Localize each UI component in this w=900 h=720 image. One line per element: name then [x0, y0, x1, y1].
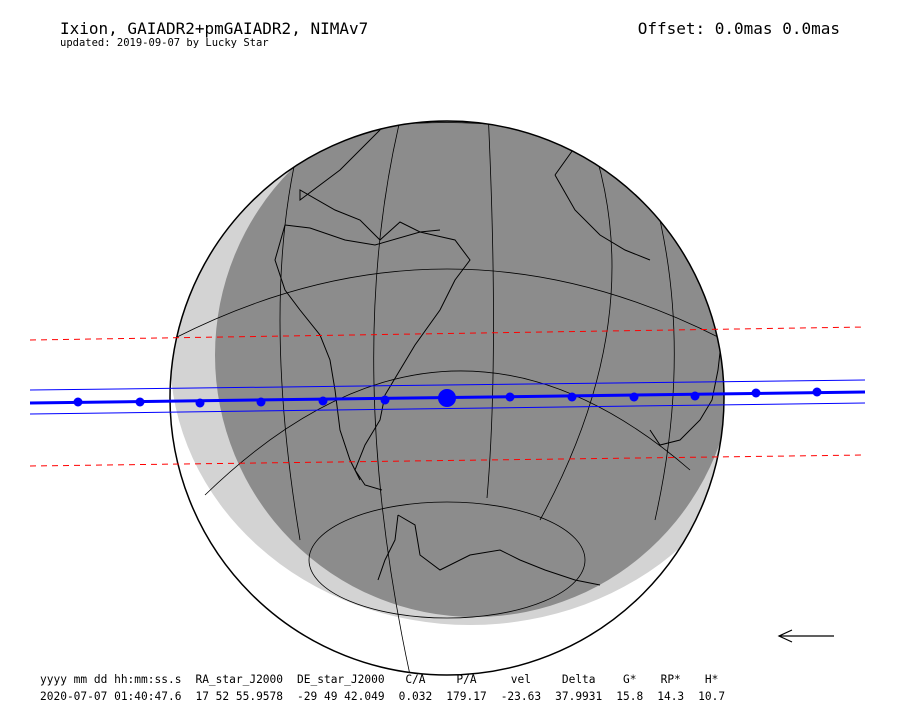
- column-header: G*: [623, 673, 637, 686]
- column-header: RA_star_J2000: [195, 673, 284, 686]
- page-subtitle: updated: 2019-09-07 by Lucky Star: [60, 37, 269, 49]
- path-marker: [135, 397, 145, 407]
- path-markers: [73, 387, 822, 408]
- column-header: H*: [704, 673, 719, 686]
- path-marker: [505, 392, 515, 402]
- table-cell: 2020-07-07 01:40:47.6: [40, 690, 182, 703]
- path-marker: [256, 397, 266, 407]
- night-shade: [215, 121, 724, 617]
- page-title: Ixion, GAIADR2+pmGAIADR2, NIMAv7: [60, 19, 369, 38]
- column-header: C/A: [405, 673, 426, 686]
- path-marker: [195, 398, 205, 408]
- table-cell: 179.17: [446, 690, 487, 703]
- globe-outline: [169, 120, 725, 676]
- path-marker: [812, 387, 822, 397]
- path-marker: [751, 388, 761, 398]
- table-cell: -29 49 42.049: [297, 690, 385, 703]
- column-header: RP*: [660, 673, 681, 686]
- column-header: DE_star_J2000: [297, 673, 385, 686]
- table-cell: 10.7: [698, 690, 726, 703]
- table-cell: 15.8: [616, 690, 644, 703]
- path-marker: [318, 396, 328, 406]
- occultation-info-table: yyyy mm dd hh:mm:ss.s RA_star_J2000 DE_s…: [40, 671, 732, 705]
- arrow-left-icon: [777, 629, 834, 643]
- shadow-limit-south: [29, 402, 866, 415]
- offset-readout: Offset: 0.0mas 0.0mas: [637, 19, 840, 38]
- column-header: vel: [510, 673, 531, 686]
- table-cell: 17 52 55.9578: [195, 690, 284, 703]
- table-row: 2020-07-07 01:40:47.6 17 52 55.9578 -29 …: [40, 688, 732, 705]
- table-cell: 14.3: [657, 690, 685, 703]
- limit-line-south: [29, 454, 866, 467]
- path-marker: [629, 392, 639, 402]
- table-cell: 37.9931: [555, 690, 603, 703]
- column-header: P/A: [456, 673, 477, 686]
- table-cell: -23.63: [500, 690, 542, 703]
- central-instant-marker: [438, 389, 456, 407]
- column-header: Delta: [561, 673, 596, 686]
- limit-line-north: [29, 326, 866, 341]
- shadow-limit-north: [29, 379, 866, 391]
- path-marker: [690, 391, 700, 401]
- path-marker: [567, 392, 577, 402]
- table-header-row: yyyy mm dd hh:mm:ss.s RA_star_J2000 DE_s…: [40, 671, 732, 688]
- table-cell: 0.032: [398, 690, 433, 703]
- path-marker: [380, 395, 390, 405]
- column-header: yyyy mm dd hh:mm:ss.s: [40, 673, 182, 686]
- path-marker: [73, 397, 83, 407]
